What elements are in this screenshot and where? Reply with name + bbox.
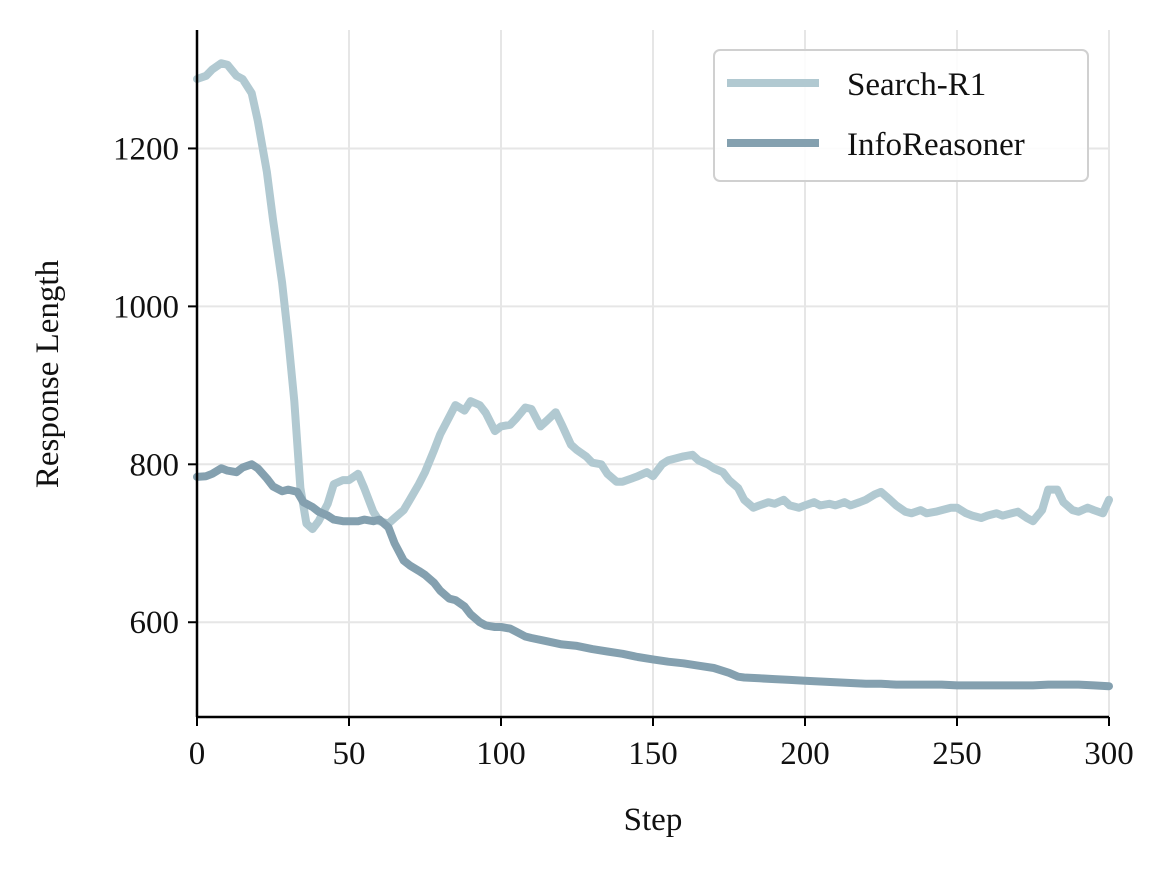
series-line-inforeasoner	[193, 460, 1113, 691]
series-line-search-r1	[193, 59, 1113, 534]
y-axis-title: Response Length	[30, 259, 66, 488]
y-tick-label: 1200	[113, 131, 179, 167]
x-tick-label: 100	[476, 736, 526, 772]
legend: Search-R1 InfoReasoner	[713, 49, 1089, 182]
series-lines	[193, 59, 1113, 691]
legend-label-search-r1: Search-R1	[847, 67, 986, 103]
legend-label-inforeasoner: InfoReasoner	[847, 127, 1025, 163]
x-tick-label: 200	[780, 736, 830, 772]
y-tick-label: 1000	[113, 289, 179, 325]
x-tick-label: 250	[932, 736, 982, 772]
y-tick-label: 600	[130, 605, 180, 641]
x-tick-label: 300	[1084, 736, 1134, 772]
x-tick-label: 0	[189, 736, 206, 772]
x-tick-label: 150	[628, 736, 678, 772]
x-tick-label: 50	[333, 736, 366, 772]
ticks: 0 50 100 150 200 250 300 600 800 1000 1200	[113, 131, 1134, 772]
x-axis-title: Step	[624, 802, 683, 838]
y-tick-label: 800	[130, 447, 180, 483]
